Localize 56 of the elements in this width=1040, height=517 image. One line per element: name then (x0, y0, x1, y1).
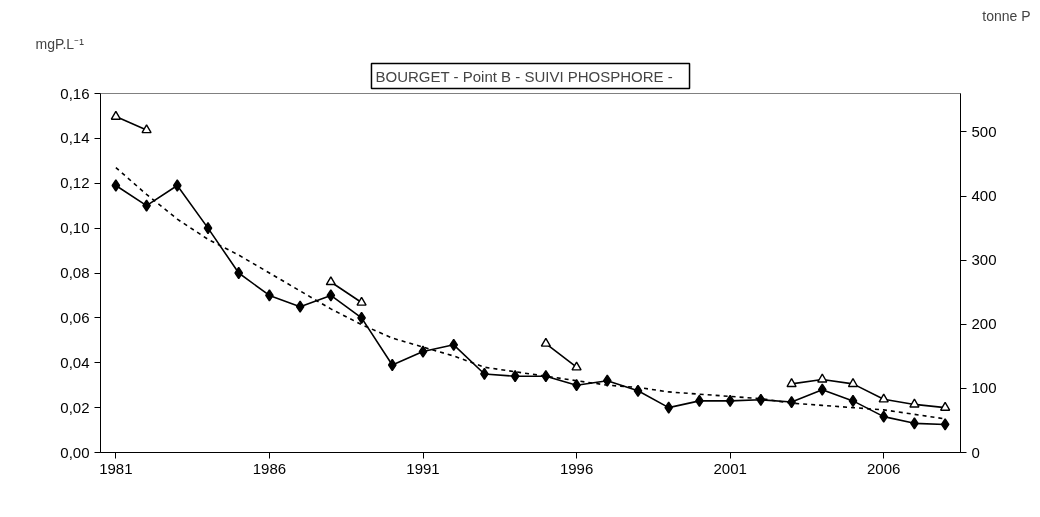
y2-tick-label: 300 (971, 251, 997, 269)
point (141, 124, 152, 134)
y-tick-label: 0,06 (60, 308, 90, 326)
point (510, 370, 520, 383)
point (326, 289, 336, 302)
chart-title: BOURGET - Point B - SUIVI PHOSPHORE - (375, 67, 673, 85)
x-tick-label: 1991 (406, 459, 440, 477)
point (172, 179, 182, 192)
y2-tick-label: 400 (971, 187, 997, 205)
point (817, 383, 827, 396)
point (602, 374, 612, 387)
x-tick-label: 2006 (867, 459, 901, 477)
point (541, 370, 551, 383)
y2-tick-label: 0 (971, 443, 980, 461)
x-tick-label: 1996 (559, 459, 594, 477)
point (940, 418, 950, 431)
point (848, 394, 858, 408)
y-tick-label: 0,04 (60, 353, 90, 371)
point (847, 378, 859, 388)
y2-tick-label: 200 (971, 315, 997, 333)
y-tick-label: 0,12 (60, 174, 90, 192)
point (725, 394, 735, 408)
point (203, 221, 213, 235)
point (111, 179, 121, 192)
y2-tick-label: 500 (971, 122, 997, 140)
y-tick-label: 0,08 (60, 264, 90, 281)
point (909, 398, 920, 408)
point (325, 276, 337, 286)
x-tick-label: 1981 (99, 459, 133, 477)
point (387, 358, 397, 372)
x-tick-label: 1986 (252, 459, 287, 477)
point (234, 266, 244, 280)
point (571, 361, 582, 371)
y-tick-label: 0,16 (60, 84, 90, 102)
y-tick-label: 0,02 (60, 398, 90, 416)
x-tick-label: 2001 (713, 459, 747, 477)
point (418, 345, 428, 358)
y2-axis-title: tonne P (982, 7, 1031, 24)
point (786, 378, 797, 388)
point (449, 338, 459, 351)
point (756, 393, 766, 406)
point (633, 384, 643, 397)
y-tick-label: 0,00 (60, 443, 90, 461)
point (879, 410, 889, 423)
y-tick-label: 0,10 (60, 219, 90, 237)
y-tick-label: 0,14 (60, 129, 90, 147)
point (939, 401, 951, 411)
point (540, 337, 552, 347)
y-axis-title: mgP.L⁻¹ (35, 35, 85, 52)
point (356, 296, 367, 306)
point (878, 393, 889, 403)
point (295, 300, 305, 313)
point (817, 373, 828, 383)
point (664, 401, 674, 414)
point (110, 110, 122, 120)
y2-tick-label: 100 (971, 379, 997, 397)
